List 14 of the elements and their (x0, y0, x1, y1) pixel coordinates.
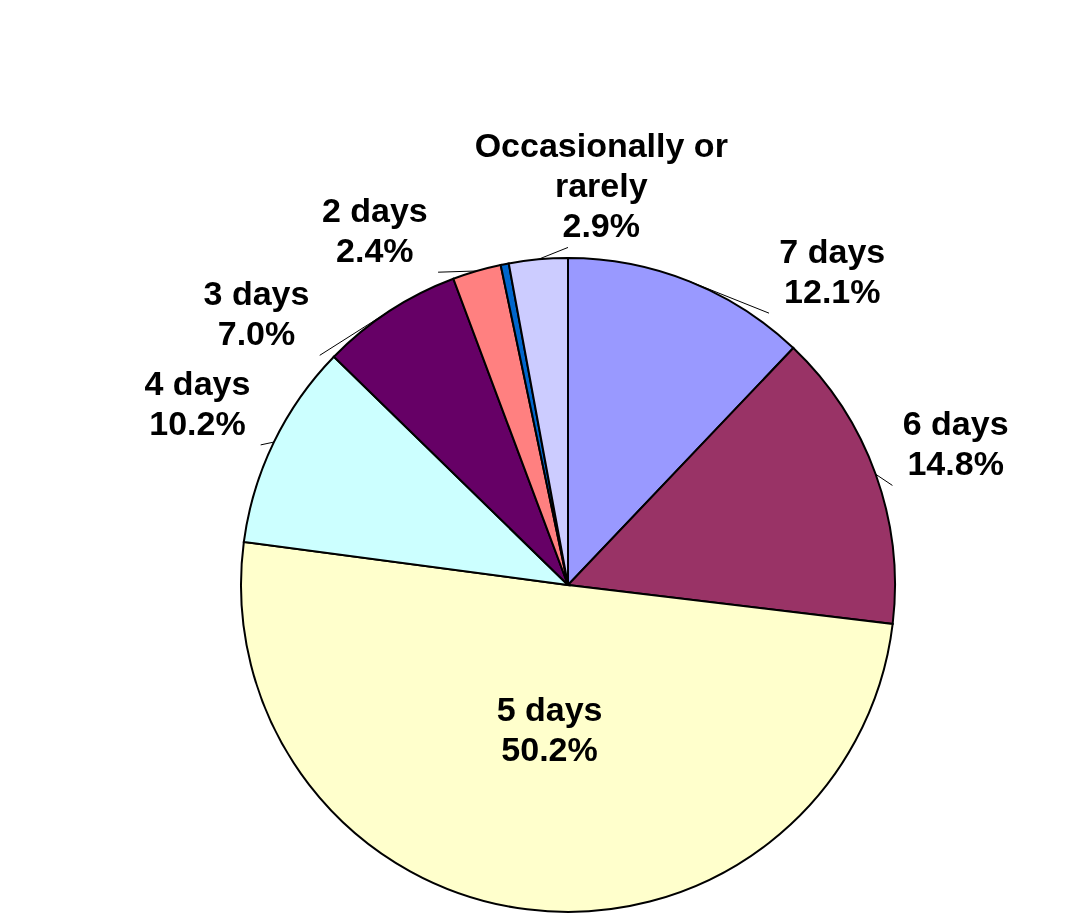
slice-label: 6 days (902, 404, 1009, 443)
slice-label: 2 days (321, 191, 428, 230)
data-label: 12.1% (784, 272, 881, 311)
data-label: 7.0% (217, 314, 296, 353)
data-label: 2.4% (336, 231, 414, 270)
slice-label: Occasionally or rarely (474, 126, 728, 205)
slice-label: 3 days (203, 274, 310, 313)
data-label: 10.2% (149, 403, 246, 442)
data-label: 14.8% (907, 444, 1004, 483)
slice-label: 7 days (779, 232, 886, 271)
data-label: 50.2% (501, 729, 598, 768)
slice-label: 4 days (144, 363, 251, 402)
data-label: 2.9% (562, 206, 640, 245)
slice-label: 5 days (496, 689, 603, 728)
